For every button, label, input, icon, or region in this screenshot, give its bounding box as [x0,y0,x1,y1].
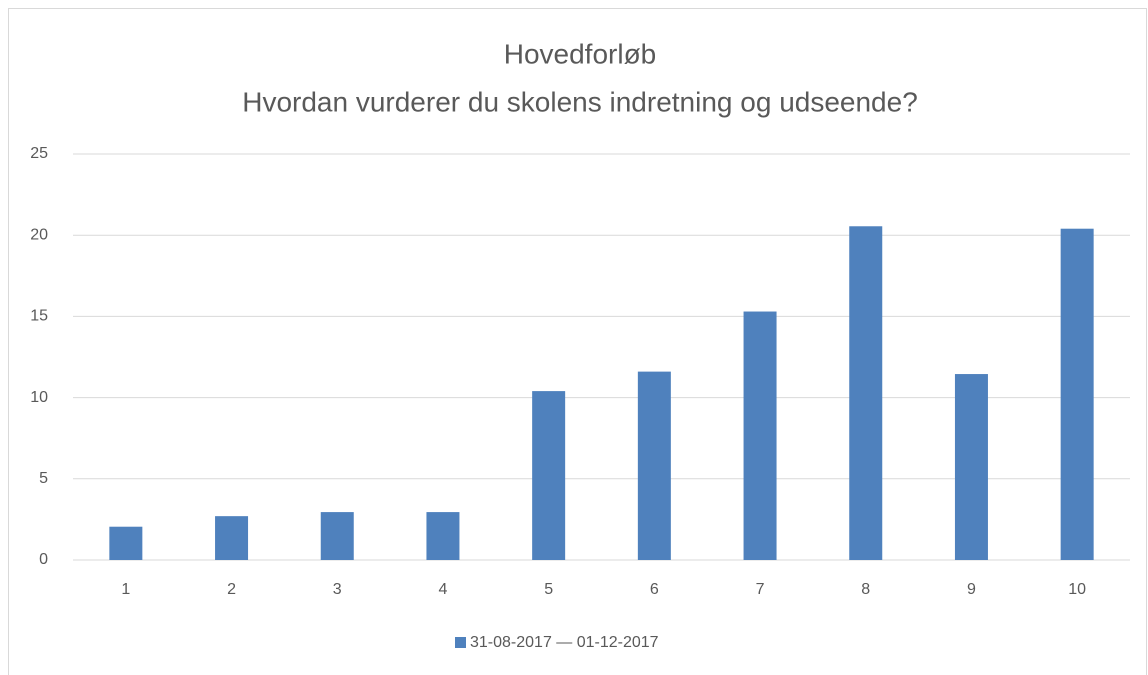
y-tick-label: 15 [30,308,48,325]
x-tick-label: 2 [227,581,236,598]
chart-title: Hovedforløb [504,38,657,69]
bar [637,371,671,560]
bar [215,516,249,560]
chart-frame [8,8,1147,675]
x-tick-label: 7 [756,581,765,598]
legend-swatch [455,637,466,648]
bar [532,391,566,560]
y-tick-label: 20 [30,226,48,243]
x-tick-label: 5 [544,581,553,598]
bar [954,374,988,560]
y-tick-label: 5 [39,470,48,487]
legend-label: 31-08-2017 — 01-12-2017 [470,634,659,651]
x-tick-label: 9 [967,581,976,598]
bar [320,512,354,560]
chart-subtitle: Hvordan vurderer du skolens indretning o… [242,86,918,117]
x-tick-label: 6 [650,581,659,598]
x-tick-label: 1 [121,581,130,598]
x-tick-label: 3 [333,581,342,598]
y-tick-label: 25 [30,145,48,162]
x-tick-label: 4 [438,581,447,598]
x-tick-label: 8 [861,581,870,598]
bar [1060,228,1094,561]
x-tick-label: 10 [1068,581,1086,598]
bar [426,512,460,560]
y-tick-label: 0 [39,551,48,568]
bar [743,311,777,560]
bar [849,226,883,560]
y-tick-label: 10 [30,389,48,406]
bar [109,526,143,560]
